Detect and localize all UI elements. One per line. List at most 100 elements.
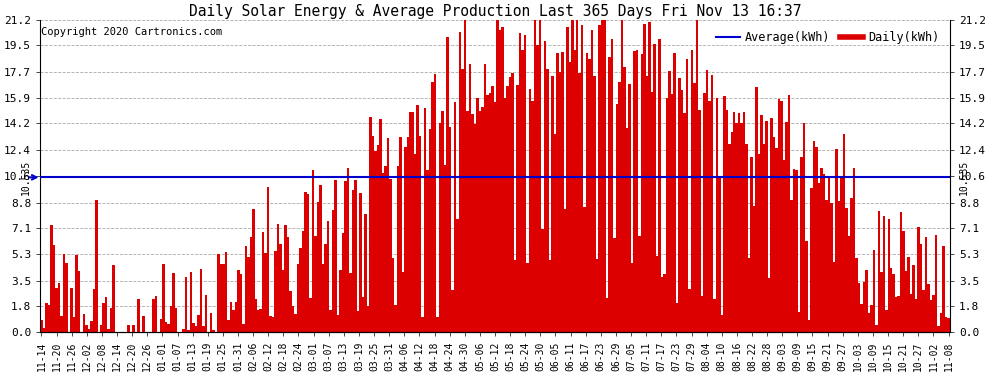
- Bar: [95, 200, 97, 332]
- Bar: [464, 20, 466, 332]
- Bar: [925, 237, 928, 332]
- Bar: [882, 216, 885, 332]
- Bar: [648, 22, 650, 332]
- Bar: [905, 271, 908, 332]
- Bar: [728, 144, 731, 332]
- Bar: [476, 98, 479, 332]
- Bar: [304, 192, 307, 332]
- Bar: [414, 154, 417, 332]
- Bar: [913, 265, 915, 332]
- Bar: [287, 237, 289, 332]
- Bar: [568, 62, 571, 332]
- Bar: [808, 321, 810, 332]
- Bar: [227, 320, 230, 332]
- Bar: [566, 27, 568, 332]
- Bar: [826, 200, 828, 332]
- Bar: [847, 236, 850, 332]
- Bar: [484, 64, 486, 332]
- Bar: [900, 212, 903, 332]
- Bar: [862, 282, 865, 332]
- Bar: [479, 111, 481, 332]
- Bar: [262, 231, 264, 332]
- Bar: [928, 284, 930, 332]
- Bar: [813, 141, 815, 332]
- Bar: [641, 54, 644, 332]
- Bar: [660, 277, 663, 332]
- Bar: [466, 111, 469, 332]
- Bar: [427, 170, 429, 332]
- Bar: [167, 324, 169, 332]
- Bar: [190, 272, 192, 332]
- Bar: [320, 185, 322, 332]
- Bar: [481, 106, 484, 332]
- Bar: [624, 68, 626, 332]
- Bar: [448, 127, 451, 332]
- Bar: [716, 98, 718, 332]
- Bar: [175, 308, 177, 332]
- Bar: [576, 20, 578, 332]
- Bar: [890, 268, 893, 332]
- Bar: [619, 82, 621, 332]
- Bar: [48, 305, 50, 332]
- Bar: [755, 87, 758, 332]
- Bar: [831, 203, 833, 332]
- Bar: [429, 129, 432, 332]
- Bar: [514, 260, 516, 332]
- Bar: [307, 194, 309, 332]
- Bar: [845, 209, 847, 332]
- Bar: [563, 209, 566, 332]
- Bar: [850, 198, 852, 332]
- Bar: [544, 41, 546, 332]
- Bar: [857, 284, 860, 332]
- Bar: [210, 313, 212, 332]
- Bar: [397, 166, 399, 332]
- Bar: [793, 169, 795, 332]
- Bar: [601, 20, 604, 332]
- Bar: [935, 235, 938, 332]
- Bar: [898, 296, 900, 332]
- Bar: [818, 183, 821, 332]
- Bar: [335, 180, 337, 332]
- Bar: [499, 30, 501, 332]
- Bar: [354, 180, 356, 332]
- Bar: [277, 224, 279, 332]
- Bar: [309, 298, 312, 332]
- Bar: [75, 255, 77, 332]
- Bar: [887, 219, 890, 332]
- Bar: [768, 278, 770, 332]
- Bar: [471, 114, 474, 332]
- Bar: [351, 190, 354, 332]
- Bar: [110, 308, 113, 332]
- Bar: [516, 85, 519, 332]
- Bar: [551, 76, 553, 332]
- Bar: [60, 316, 62, 332]
- Bar: [758, 154, 760, 332]
- Bar: [745, 144, 748, 332]
- Bar: [41, 320, 43, 332]
- Bar: [87, 329, 90, 332]
- Bar: [404, 147, 407, 332]
- Bar: [254, 298, 257, 332]
- Bar: [631, 263, 634, 332]
- Bar: [504, 99, 506, 332]
- Bar: [673, 53, 676, 332]
- Bar: [297, 264, 299, 332]
- Bar: [494, 102, 496, 332]
- Bar: [529, 89, 532, 332]
- Bar: [693, 83, 696, 332]
- Bar: [364, 214, 366, 332]
- Bar: [867, 313, 870, 332]
- Bar: [773, 136, 775, 332]
- Bar: [918, 227, 920, 332]
- Bar: [860, 304, 862, 332]
- Legend: Average(kWh), Daily(kWh): Average(kWh), Daily(kWh): [712, 26, 943, 49]
- Bar: [855, 258, 857, 332]
- Bar: [763, 144, 765, 332]
- Bar: [70, 288, 72, 332]
- Bar: [128, 326, 130, 332]
- Bar: [399, 137, 402, 332]
- Bar: [668, 70, 670, 332]
- Bar: [359, 192, 361, 332]
- Bar: [645, 76, 648, 332]
- Bar: [62, 254, 65, 332]
